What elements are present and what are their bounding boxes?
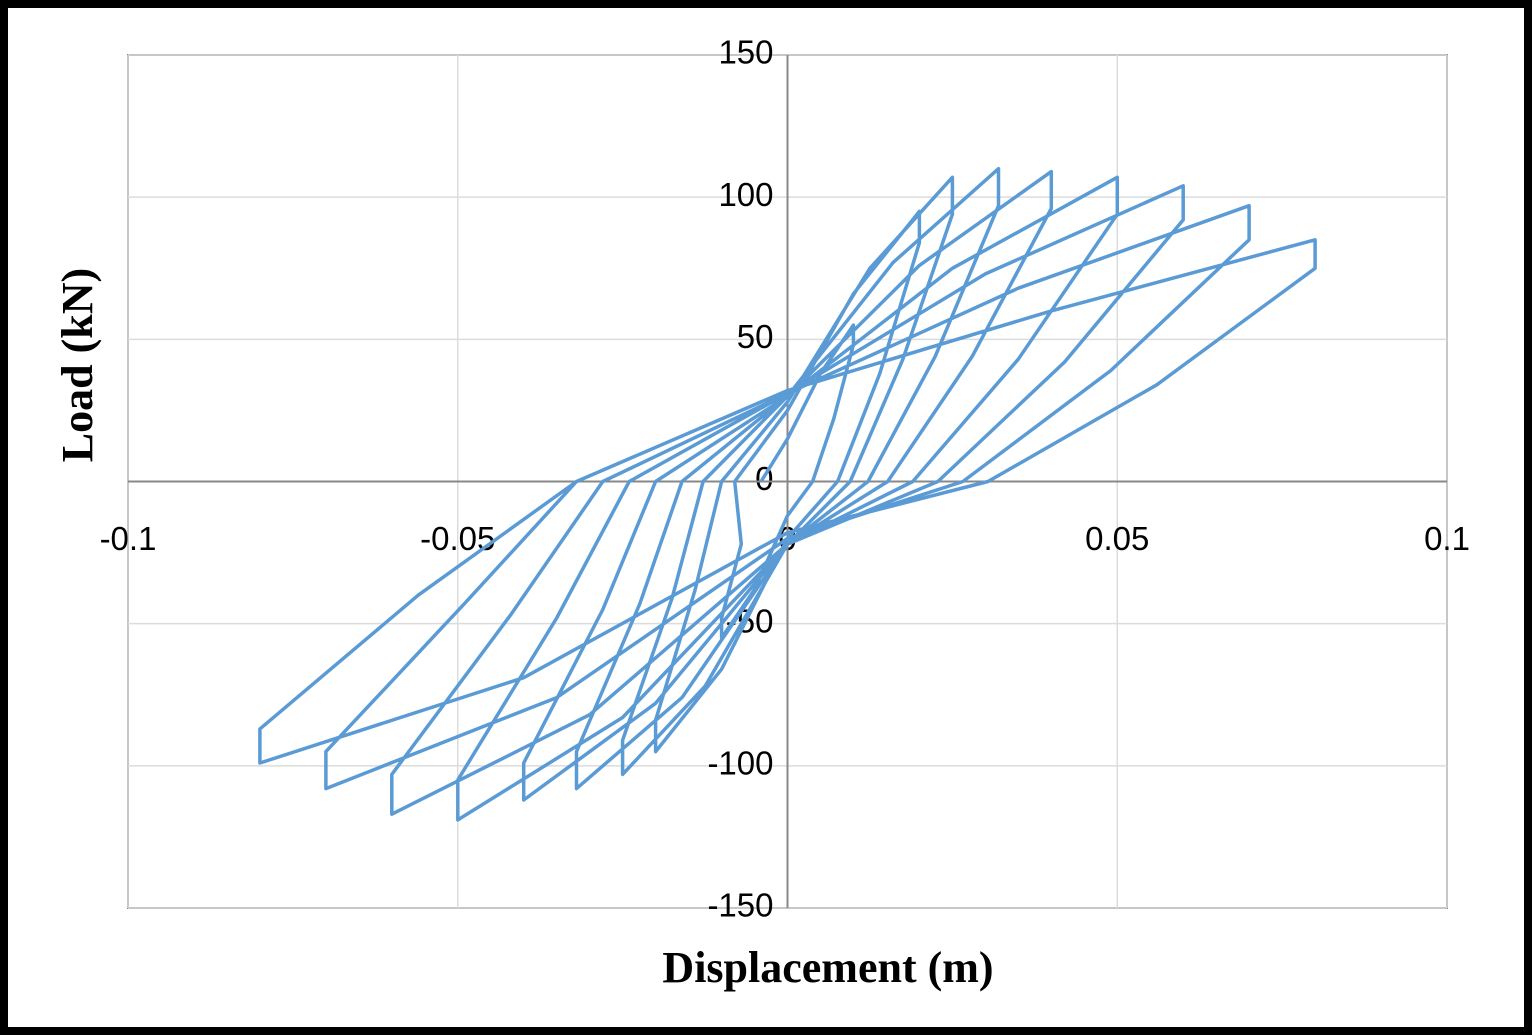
x-tick-label: -0.05 xyxy=(420,520,495,557)
x-tick-label: -0.1 xyxy=(100,520,157,557)
y-tick-label: 50 xyxy=(737,318,774,355)
y-tick-label: -100 xyxy=(707,745,773,782)
y-tick-label: -150 xyxy=(707,887,773,924)
y-tick-label: 150 xyxy=(718,34,773,71)
hysteresis-line xyxy=(258,166,1317,822)
x-tick-label: 0.05 xyxy=(1085,520,1149,557)
x-tick-label: 0.1 xyxy=(1424,520,1470,557)
x-axis-title: Displacement (m) xyxy=(662,943,993,992)
y-axis-title: Load (kN) xyxy=(53,268,102,462)
y-tick-label: 100 xyxy=(718,176,773,213)
